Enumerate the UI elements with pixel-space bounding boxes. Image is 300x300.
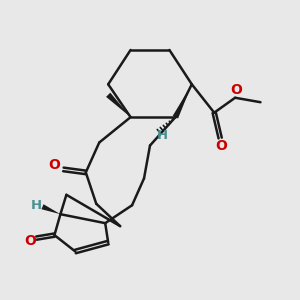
Text: O: O	[215, 139, 227, 152]
Polygon shape	[106, 93, 130, 117]
Text: H: H	[157, 129, 168, 142]
Text: H: H	[30, 199, 41, 212]
Text: O: O	[24, 234, 36, 248]
Polygon shape	[173, 84, 192, 118]
Polygon shape	[41, 204, 60, 214]
Text: O: O	[49, 158, 60, 172]
Text: O: O	[230, 83, 242, 97]
